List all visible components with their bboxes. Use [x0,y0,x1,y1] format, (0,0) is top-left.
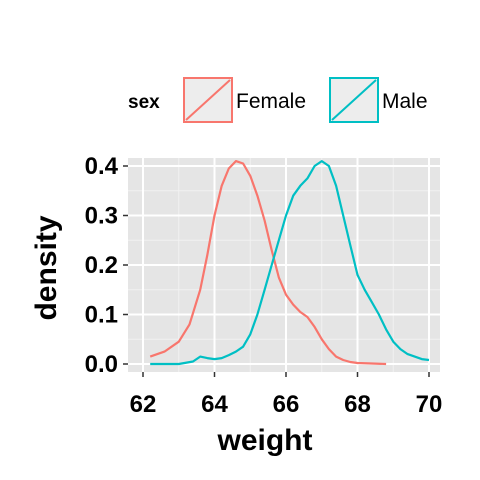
y-tick-label: 0.0 [85,351,118,378]
y-tick-label: 0.3 [85,203,118,230]
x-tick-label: 62 [130,391,157,418]
grid-lines [128,158,440,372]
series-line-female [149,160,387,366]
x-tick-label: 70 [416,391,443,418]
density-series [149,160,430,366]
legend-key-female [183,77,233,123]
y-axis-title: density [30,215,63,320]
x-tick-label: 68 [344,391,371,418]
legend-key-male [329,77,379,123]
legend-label-male: Male [382,90,428,113]
x-axis-title: weight [217,424,313,457]
legend-label-female: Female [236,90,306,113]
series-line-male [150,160,430,366]
y-tick-label: 0.2 [85,252,118,279]
y-tick-label: 0.4 [85,153,119,180]
axes: 62 64 66 68 70 0.0 0.1 0.2 0.3 0.4 [85,153,443,418]
y-tick-label: 0.1 [85,302,118,329]
x-tick-label: 66 [273,391,300,418]
x-tick-label: 64 [201,391,228,418]
legend-title: sex [128,92,160,113]
legend: sex Female Male [128,77,428,123]
